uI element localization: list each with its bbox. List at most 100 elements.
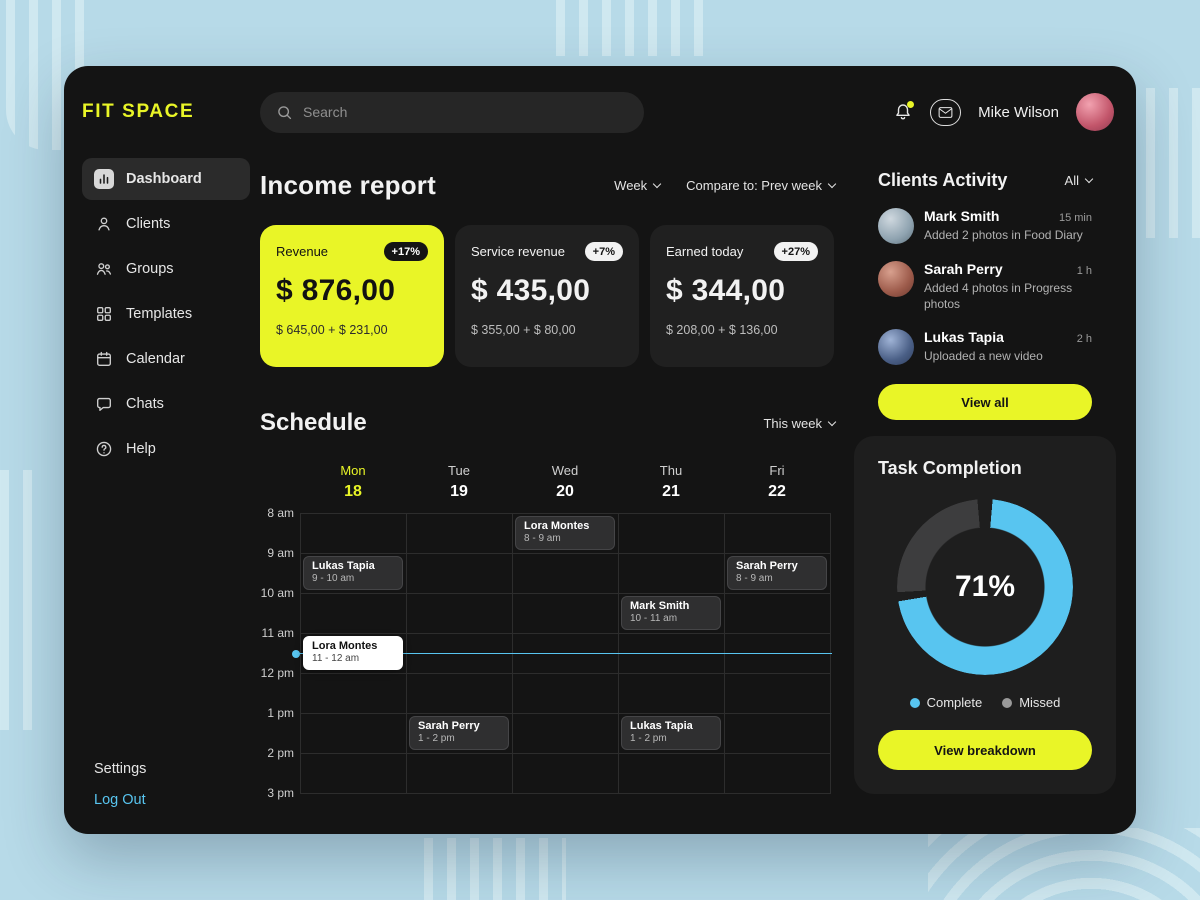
chevron-down-icon — [827, 179, 837, 189]
compare-filter-dropdown[interactable]: Compare to: Prev week — [686, 178, 837, 193]
card-breakdown: $ 208,00 + $ 136,00 — [666, 323, 778, 337]
trend-badge: +17% — [383, 242, 428, 261]
sidebar-item-calendar[interactable]: Calendar — [82, 338, 250, 380]
client-avatar — [878, 329, 914, 366]
sidebar-footer: Settings Log Out — [82, 761, 250, 808]
client-avatar — [878, 208, 914, 244]
day-column-tue[interactable]: Tue 19 — [448, 463, 470, 500]
trend-badge: +27% — [773, 242, 818, 261]
schedule-event[interactable]: Lukas Tapia 9 - 10 am — [303, 556, 403, 590]
time-label: 10 am — [260, 586, 294, 600]
day-column-mon[interactable]: Mon 18 — [340, 463, 366, 500]
notification-dot — [907, 101, 915, 108]
sidebar-item-chats[interactable]: Chats — [82, 383, 250, 425]
messages-button[interactable] — [930, 98, 962, 126]
schedule-event[interactable]: Sarah Perry 8 - 9 am — [727, 556, 827, 590]
sidebar-item-help[interactable]: Help — [82, 428, 250, 470]
search-bar[interactable] — [260, 91, 644, 133]
week-filter-dropdown[interactable]: Week — [614, 178, 662, 193]
legend-label: Complete — [926, 695, 983, 711]
activity-item[interactable]: Mark Smith 15 min Added 2 photos in Food… — [878, 208, 1092, 244]
client-name: Lukas Tapia — [924, 329, 1004, 346]
card-breakdown: $ 645,00 + $ 231,00 — [276, 323, 388, 337]
app-body: Dashboard Clients Groups Templates — [64, 158, 1136, 834]
view-breakdown-button[interactable]: View breakdown — [878, 730, 1092, 771]
view-all-button[interactable]: View all — [878, 384, 1092, 421]
settings-link[interactable]: Settings — [94, 761, 147, 777]
sidebar-item-label: Groups — [126, 261, 174, 277]
client-avatar — [878, 261, 914, 297]
sidebar-item-templates[interactable]: Templates — [82, 293, 250, 335]
schedule-title: Schedule — [260, 409, 367, 436]
earned-today-card: Earned today +27% $ 344,00 $ 208,00 + $ … — [650, 225, 834, 367]
activity-time: 2 h — [1076, 333, 1092, 346]
search-icon — [278, 105, 292, 119]
activity-time: 1 h — [1076, 265, 1092, 277]
day-column-wed[interactable]: Wed 20 — [551, 463, 579, 500]
background-stripes-decoration — [928, 828, 1200, 900]
schedule-event[interactable]: Sarah Perry 1 - 2 pm — [409, 716, 509, 750]
background-stripes-decoration — [424, 838, 566, 900]
background-stripes-decoration — [556, 0, 706, 56]
dashboard-icon — [94, 169, 114, 189]
notifications-button[interactable] — [893, 101, 915, 122]
templates-icon — [94, 304, 114, 324]
day-column-thu[interactable]: Thu 21 — [659, 463, 683, 500]
client-name: Sarah Perry — [924, 261, 1003, 277]
sidebar-item-clients[interactable]: Clients — [82, 203, 250, 245]
search-input[interactable] — [303, 104, 628, 120]
sidebar-item-label: Help — [126, 441, 156, 457]
schedule-event-current[interactable]: Lora Montes 11 - 12 am — [303, 636, 403, 670]
sidebar-item-label: Dashboard — [126, 171, 202, 187]
task-legend: Complete Missed — [878, 695, 1092, 710]
week-filter-label: Week — [614, 178, 648, 193]
bell-icon — [896, 104, 910, 120]
income-cards: Revenue +17% $ 876,00 $ 645,00 + $ 231,0… — [260, 225, 835, 367]
current-time-line — [292, 649, 832, 658]
task-completion-title: Task Completion — [878, 458, 1022, 479]
card-label: Revenue — [276, 244, 329, 259]
legend-missed: Missed — [1002, 695, 1060, 710]
sidebar-item-label: Chats — [126, 396, 164, 412]
right-column: Clients Activity All Mark Smith 15 min A… — [854, 158, 1116, 834]
clients-activity-title: Clients Activity — [878, 170, 1008, 190]
income-report-title: Income report — [260, 170, 436, 200]
sidebar-item-groups[interactable]: Groups — [82, 248, 250, 290]
sidebar-item-dashboard[interactable]: Dashboard — [82, 158, 250, 200]
user-name: Mike Wilson — [978, 103, 1059, 121]
header-right: Mike Wilson — [893, 93, 1114, 131]
schedule-event[interactable]: Mark Smith 10 - 11 am — [621, 596, 721, 630]
card-breakdown: $ 355,00 + $ 80,00 — [471, 323, 576, 337]
activity-filter-label: All — [1064, 173, 1079, 188]
time-label: 11 am — [261, 626, 294, 640]
schedule-section: Schedule This week Mon 18 Tue — [260, 409, 837, 800]
help-icon — [94, 439, 114, 459]
activity-item[interactable]: Sarah Perry 1 h Added 4 photos in Progre… — [878, 261, 1092, 312]
activity-filter-dropdown[interactable]: All — [1064, 173, 1094, 188]
envelope-icon — [938, 106, 953, 118]
logout-link[interactable]: Log Out — [94, 792, 146, 808]
sidebar-item-label: Calendar — [126, 351, 185, 367]
chevron-down-icon — [1084, 174, 1094, 184]
background-stripes-decoration — [1146, 88, 1200, 238]
missed-dot-icon — [1002, 697, 1013, 708]
card-value: $ 344,00 — [666, 274, 786, 307]
activity-time: 15 min — [1058, 212, 1092, 224]
schedule-week-dropdown[interactable]: This week — [763, 416, 837, 431]
legend-label: Missed — [1019, 695, 1061, 711]
time-label: 2 pm — [267, 746, 294, 760]
chevron-down-icon — [652, 179, 662, 189]
schedule-event[interactable]: Lukas Tapia 1 - 2 pm — [621, 716, 721, 750]
activity-item[interactable]: Lukas Tapia 2 h Uploaded a new video — [878, 329, 1092, 366]
day-column-fri[interactable]: Fri 22 — [768, 463, 786, 500]
schedule-event[interactable]: Lora Montes 8 - 9 am — [515, 516, 615, 550]
task-percent: 71% — [954, 570, 1016, 604]
background-stripes-decoration — [0, 470, 40, 730]
current-time-dot — [292, 649, 300, 658]
card-value: $ 435,00 — [471, 274, 591, 307]
calendar-icon — [94, 349, 114, 369]
app-logo: FIT SPACE — [82, 101, 195, 122]
main-content: Income report Week Compare to: Prev week — [260, 158, 854, 834]
time-label: 1 pm — [267, 706, 294, 720]
user-avatar[interactable] — [1076, 93, 1114, 131]
